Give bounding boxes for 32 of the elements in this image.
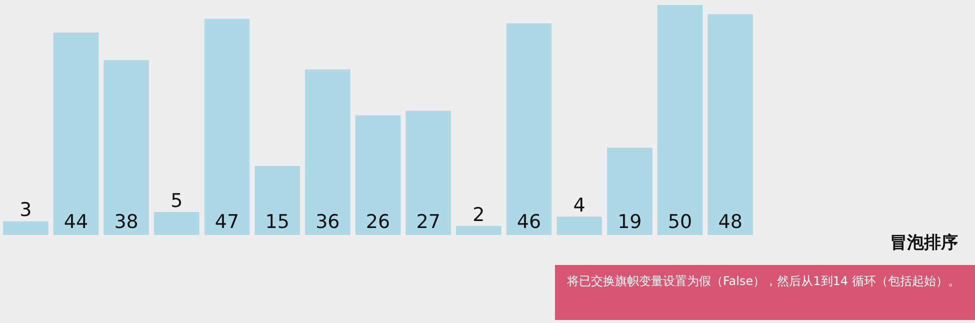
bar <box>154 212 200 235</box>
data-label: 5 <box>170 190 183 212</box>
bar <box>556 216 602 235</box>
bar <box>406 110 451 235</box>
bar <box>456 226 502 235</box>
data-label: 2 <box>472 204 485 226</box>
data-label: 15 <box>265 211 290 233</box>
bar <box>708 14 753 235</box>
data-label: 3 <box>20 199 32 222</box>
data-label: 26 <box>366 211 390 233</box>
data-label: 44 <box>64 211 88 233</box>
bar <box>53 32 99 235</box>
bar <box>104 60 149 235</box>
data-label: 27 <box>416 211 440 233</box>
data-label: 48 <box>718 211 742 233</box>
data-label: 19 <box>618 211 642 233</box>
data-label: 46 <box>516 211 542 233</box>
data-label: 50 <box>668 211 692 233</box>
bar <box>204 18 250 235</box>
bar <box>607 148 652 235</box>
text: 将已交换旗帜变量设置为假（False），然后从1到14 循环（包括起始）。 <box>566 273 961 290</box>
bar <box>657 5 703 235</box>
bar <box>3 221 48 235</box>
bar <box>506 23 552 235</box>
bar <box>305 69 350 235</box>
data-label: 47 <box>214 211 240 233</box>
bar <box>355 115 401 235</box>
data-label: 38 <box>114 211 138 233</box>
bar <box>254 166 300 235</box>
text: 冒泡排序 <box>890 233 958 253</box>
data-label: 36 <box>316 211 340 233</box>
data-label: 4 <box>573 194 586 217</box>
